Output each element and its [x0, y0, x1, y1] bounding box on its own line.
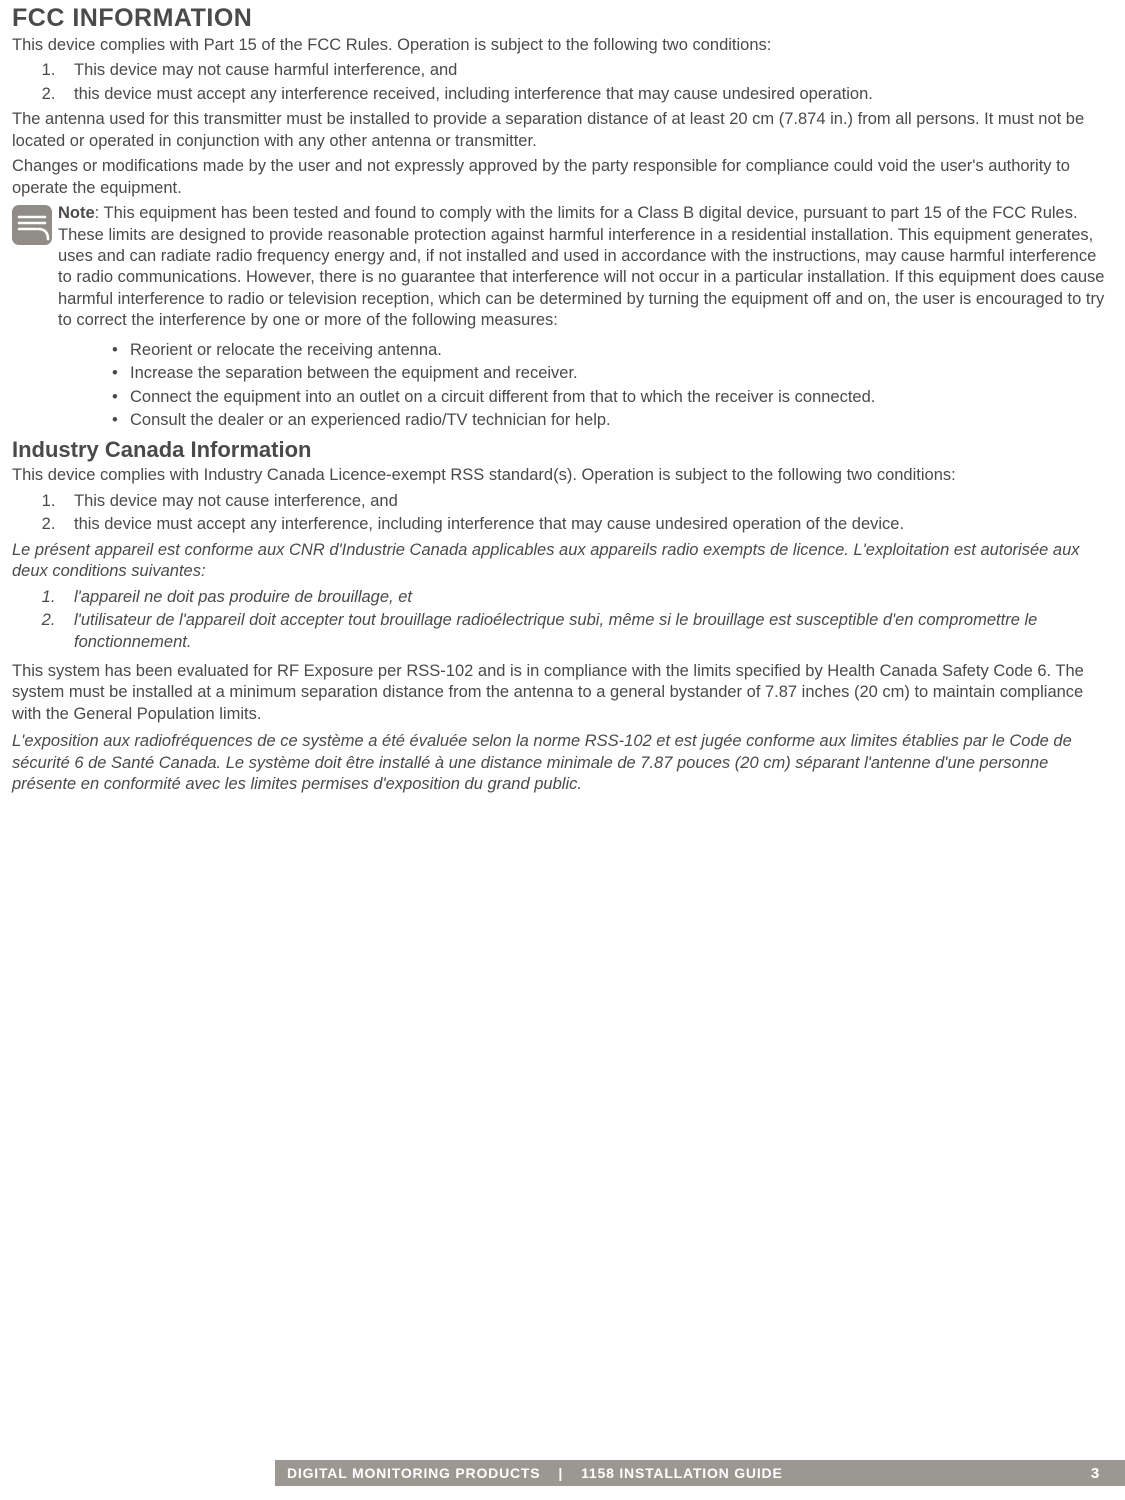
list-item: Connect the equipment into an outlet on … — [112, 387, 1113, 408]
list-item: This device may not cause interference, … — [60, 491, 1113, 512]
list-item: this device must accept any interference… — [60, 84, 1113, 105]
ic-conditions-list: This device may not cause interference, … — [60, 491, 1113, 536]
ic-rf-en: This system has been evaluated for RF Ex… — [12, 661, 1113, 725]
fcc-intro: This device complies with Part 15 of the… — [12, 35, 1113, 56]
ic-conditions-fr-list: l'appareil ne doit pas produire de broui… — [60, 587, 1113, 653]
footer-sep: | — [558, 1465, 563, 1481]
list-item: Consult the dealer or an experienced rad… — [112, 410, 1113, 431]
page: FCC INFORMATION This device complies wit… — [0, 4, 1125, 1500]
fcc-measures-list: Reorient or relocate the receiving anten… — [112, 340, 1113, 432]
list-item: l'appareil ne doit pas produire de broui… — [60, 587, 1113, 608]
note-body: Note: This equipment has been tested and… — [58, 203, 1113, 332]
ic-intro: This device complies with Industry Canad… — [12, 465, 1113, 486]
fcc-antenna: The antenna used for this transmitter mu… — [12, 109, 1113, 152]
ic-title: Industry Canada Information — [12, 437, 1113, 463]
page-footer: DIGITAL MONITORING PRODUCTS | 1158 INSTA… — [0, 1460, 1125, 1486]
ic-intro-fr: Le présent appareil est conforme aux CNR… — [12, 540, 1113, 583]
footer-page-number: 3 — [1065, 1460, 1125, 1486]
note-text: Note: This equipment has been tested and… — [58, 203, 1113, 336]
footer-bar: DIGITAL MONITORING PRODUCTS | 1158 INSTA… — [275, 1460, 1065, 1486]
list-item: This device may not cause harmful interf… — [60, 60, 1113, 81]
footer-left: DIGITAL MONITORING PRODUCTS — [287, 1465, 540, 1481]
note-body-text: : This equipment has been tested and fou… — [58, 204, 1104, 329]
fcc-title: FCC INFORMATION — [12, 4, 1113, 33]
list-item: this device must accept any interference… — [60, 514, 1113, 535]
fcc-conditions-list: This device may not cause harmful interf… — [60, 60, 1113, 105]
list-item: Increase the separation between the equi… — [112, 363, 1113, 384]
note-label: Note — [58, 204, 95, 222]
footer-spacer — [0, 1460, 275, 1486]
fcc-changes: Changes or modifications made by the use… — [12, 156, 1113, 199]
note-block: Note: This equipment has been tested and… — [12, 203, 1113, 336]
list-item: Reorient or relocate the receiving anten… — [112, 340, 1113, 361]
ic-rf-fr: L'exposition aux radiofréquences de ce s… — [12, 731, 1113, 795]
list-item: l'utilisateur de l'appareil doit accepte… — [60, 610, 1113, 653]
note-icon — [12, 205, 52, 245]
footer-right: 1158 INSTALLATION GUIDE — [581, 1465, 782, 1481]
